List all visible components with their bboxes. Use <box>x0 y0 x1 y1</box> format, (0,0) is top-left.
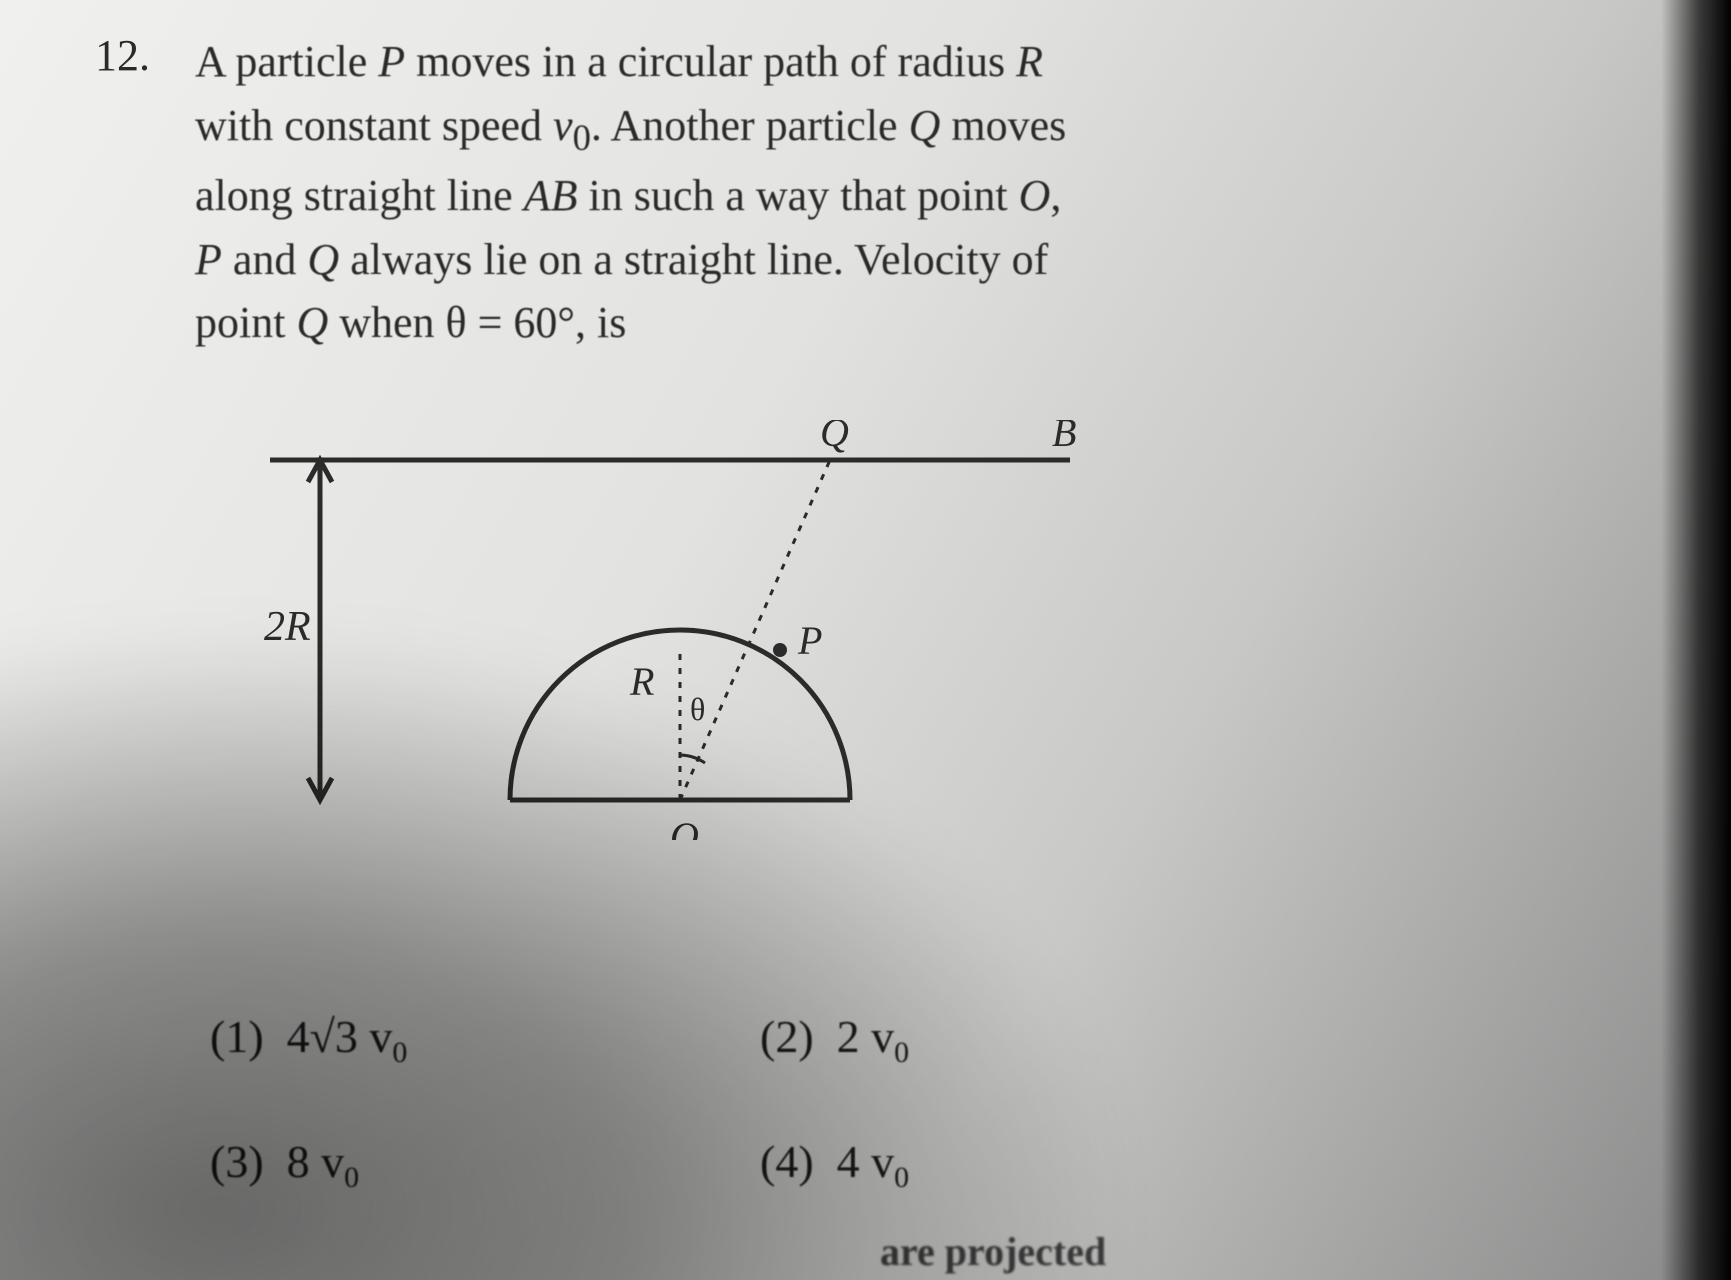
question-line: point Q when θ = 60°, is <box>195 291 1495 355</box>
option-number: (3) <box>210 1136 264 1187</box>
label-b: B <box>1052 420 1076 455</box>
question-text: A particle P moves in a circular path of… <box>195 30 1495 355</box>
page: { "question": { "number": "12.", "lines"… <box>0 0 1731 1280</box>
question-line: P and Q always lie on a straight line. V… <box>195 228 1495 292</box>
option-number: (1) <box>210 1011 264 1062</box>
option: (1) 4√3 v0 <box>210 1010 407 1070</box>
option-value: 8 v0 <box>287 1136 359 1187</box>
label-r: R <box>629 659 654 704</box>
option-value: 4√3 v0 <box>287 1011 408 1062</box>
diagram: 2R Rθ O P Q B <box>260 420 1080 840</box>
option-number: (4) <box>760 1136 814 1187</box>
option: (4) 4 v0 <box>760 1135 909 1195</box>
label-q: Q <box>820 420 849 455</box>
label-p: P <box>797 618 822 663</box>
question-line: with constant speed v0. Another particle… <box>195 94 1495 164</box>
question-number: 12. <box>95 30 150 81</box>
option: (3) 8 v0 <box>210 1135 359 1195</box>
point-p <box>773 643 787 657</box>
page-edge-shadow <box>1661 0 1731 1280</box>
label-theta: θ <box>690 691 705 727</box>
dim-label-2r: 2R <box>264 604 311 650</box>
option-value: 4 v0 <box>837 1136 909 1187</box>
option-number: (2) <box>760 1011 814 1062</box>
theta-arc <box>680 755 705 763</box>
question-line: along straight line AB in such a way tha… <box>195 164 1495 228</box>
option: (2) 2 v0 <box>760 1010 909 1070</box>
footer-fragment: are projected <box>880 1228 1106 1275</box>
label-o: O <box>670 814 699 840</box>
question-line: A particle P moves in a circular path of… <box>195 30 1495 94</box>
option-value: 2 v0 <box>837 1011 909 1062</box>
